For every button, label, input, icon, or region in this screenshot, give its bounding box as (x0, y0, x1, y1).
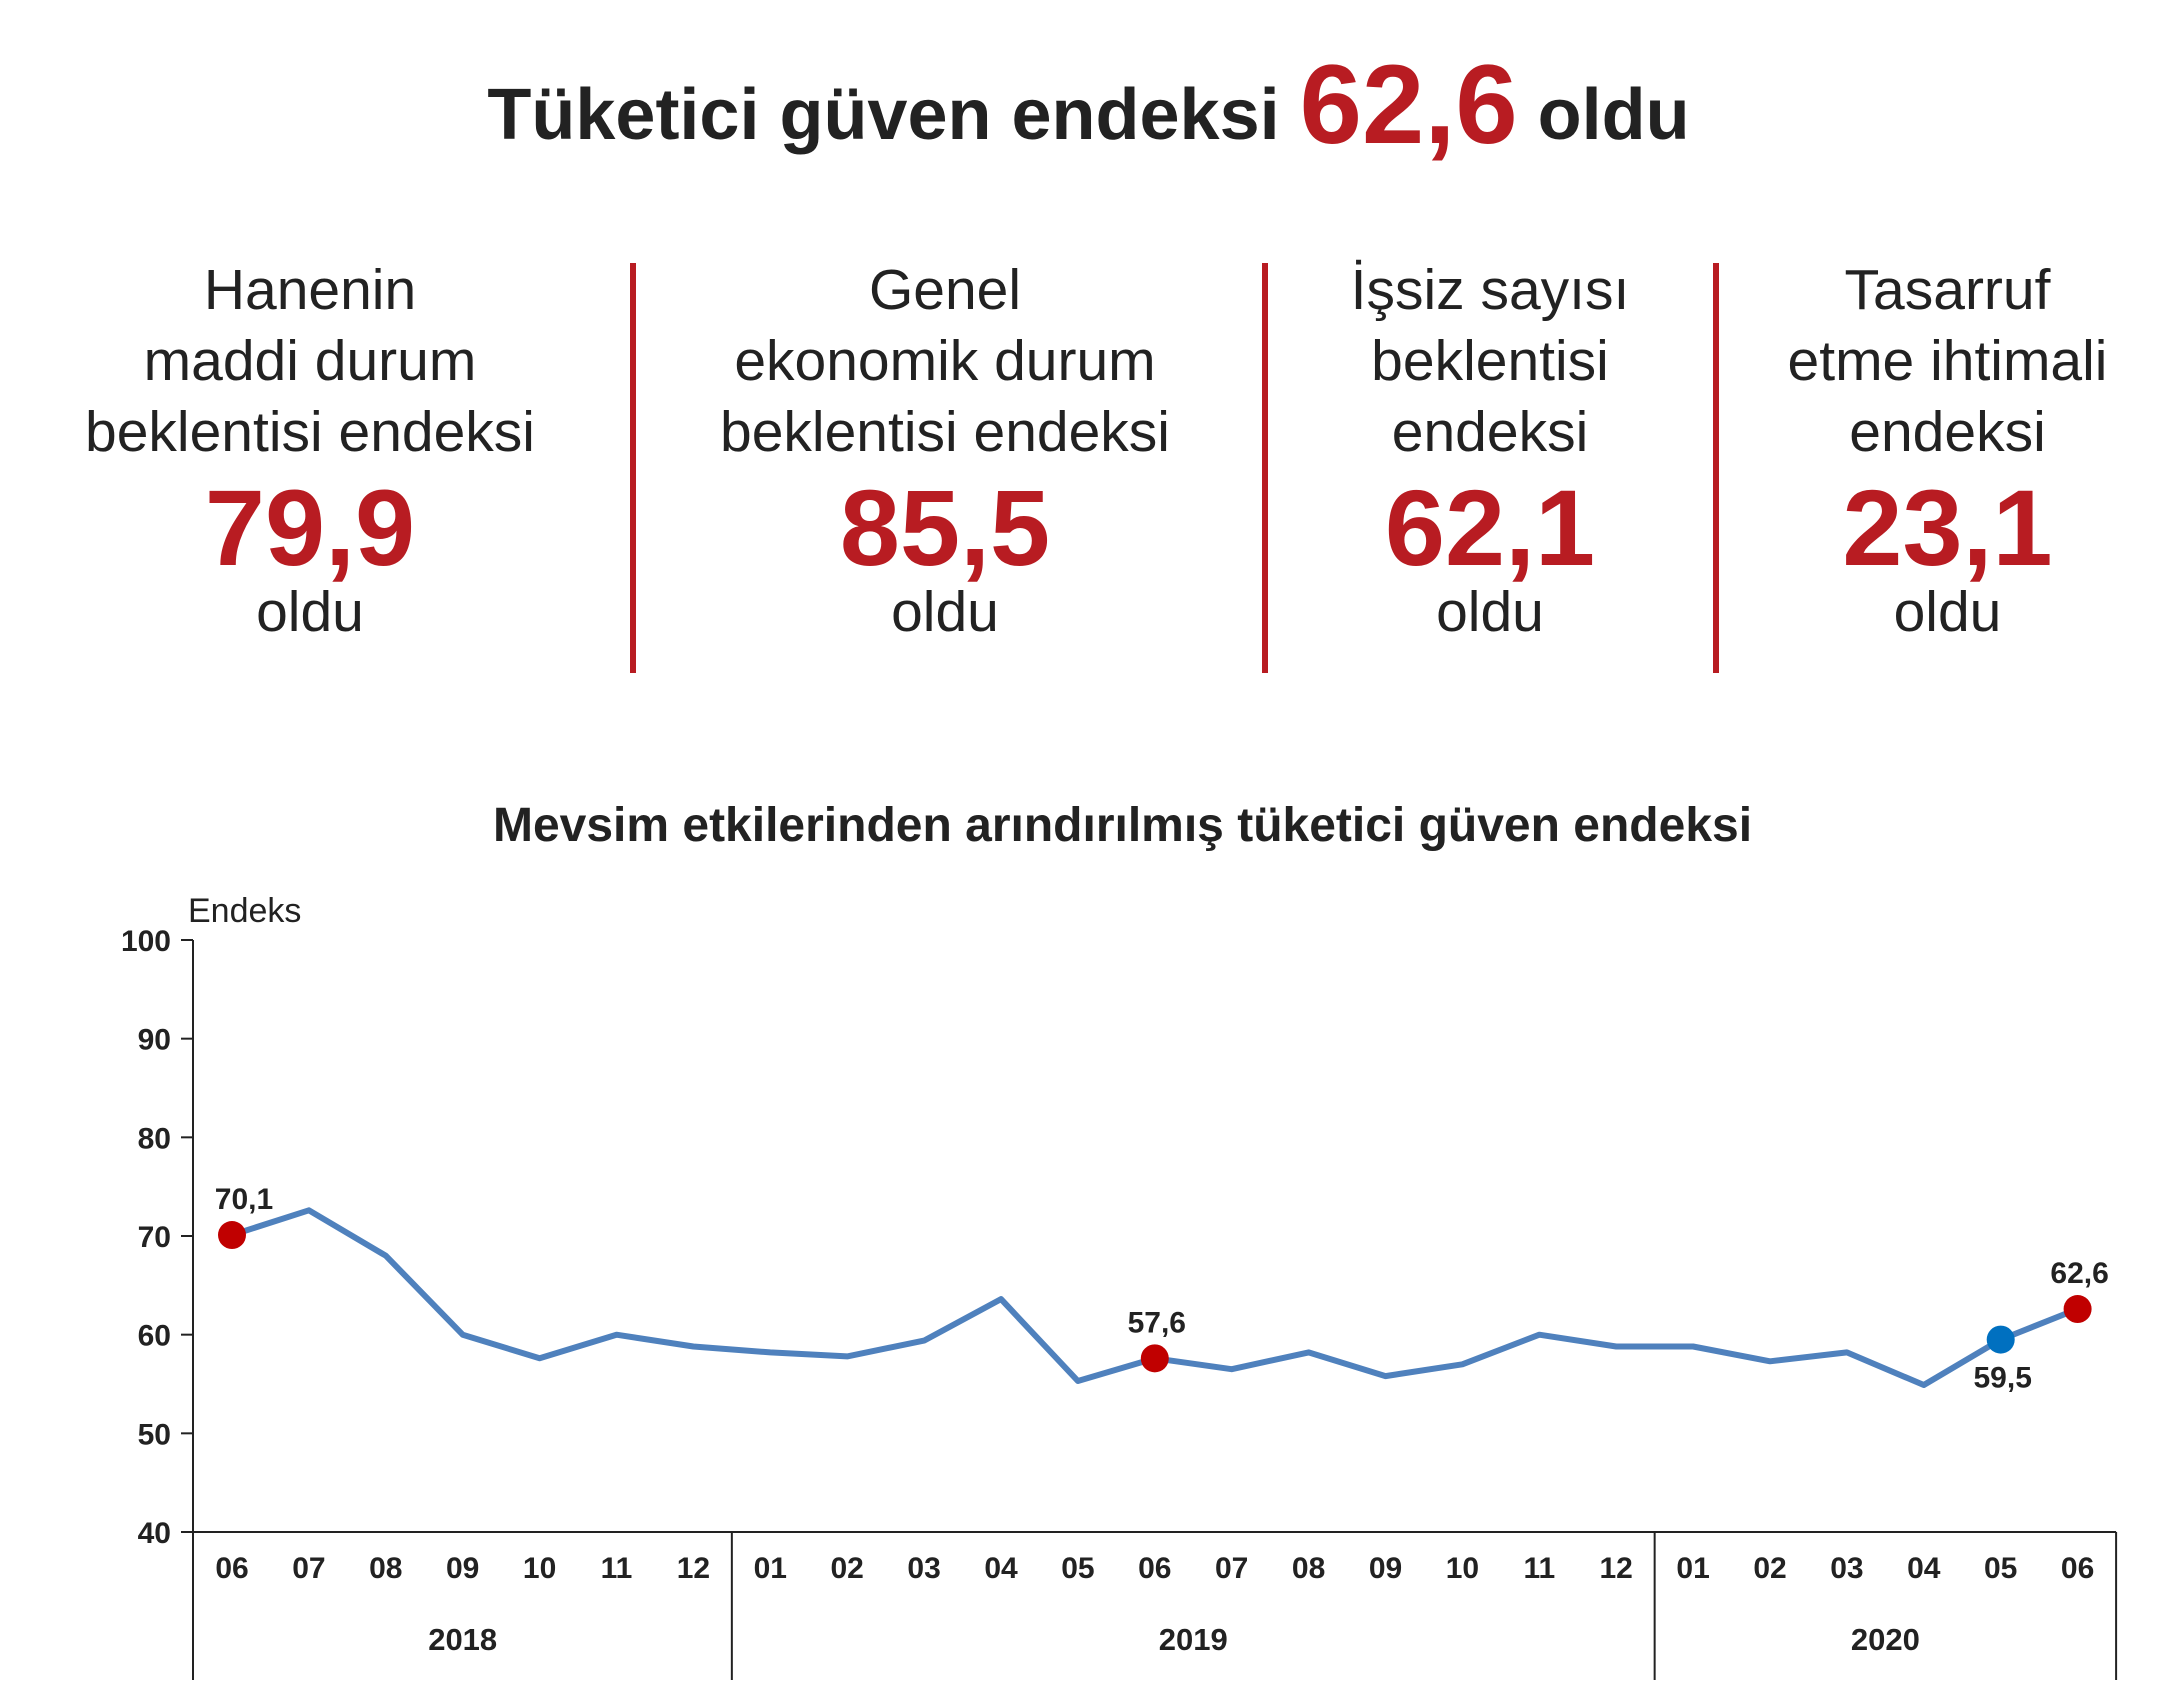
x-tick-label: 04 (1907, 1552, 1941, 1585)
card-label-line: beklentisi endeksi (85, 400, 535, 464)
x-tick-label: 08 (369, 1552, 402, 1585)
card-divider (1262, 263, 1268, 673)
card-label-line: Hanenin (203, 258, 417, 322)
y-tick-label: 60 (138, 1320, 171, 1353)
card-value: 23,1 (1842, 467, 2053, 588)
x-tick-label: 07 (1215, 1552, 1248, 1585)
headline-suffix: oldu (1537, 75, 1690, 155)
card-label-line: beklentisi (1371, 329, 1609, 393)
data-label: 62,6 (2050, 1257, 2108, 1290)
card-label-line: etme ihtimali (1787, 329, 2108, 393)
card-saving: Tasarruf etme ihtimali endeksi 23,1 oldu (1735, 255, 2160, 644)
card-value: 85,5 (839, 467, 1051, 588)
x-tick-label: 06 (215, 1552, 248, 1585)
card-label-line: Tasarruf (1844, 258, 2051, 322)
card-label-line: endeksi (1391, 400, 1589, 464)
y-tick-label: 100 (121, 925, 171, 958)
card-label-line: Genel (868, 258, 1022, 322)
x-tick-label: 09 (1369, 1552, 1402, 1585)
year-label: 2019 (1159, 1622, 1228, 1657)
y-tick-label: 70 (138, 1221, 171, 1254)
data-label: 70,1 (215, 1183, 273, 1216)
x-tick-label: 12 (677, 1552, 710, 1585)
card-value: 62,1 (1384, 467, 1596, 588)
sub-index-cards: Hanenin maddi durum beklentisi endeksi 7… (0, 255, 2177, 675)
data-point-marker (218, 1221, 246, 1250)
headline-prefix: Tüketici güven endeksi (487, 75, 1280, 155)
year-label: 2020 (1851, 1622, 1920, 1657)
x-tick-label: 04 (984, 1552, 1018, 1585)
y-axis-label: Endeks (188, 892, 301, 930)
card-suffix: oldu (1893, 580, 2002, 644)
x-tick-label: 01 (754, 1552, 787, 1585)
x-tick-label: 03 (1830, 1552, 1863, 1585)
data-label: 59,5 (1974, 1362, 2032, 1395)
x-tick-label: 05 (1061, 1552, 1094, 1585)
headline-value: 62,6 (1299, 42, 1518, 167)
y-tick-label: 40 (138, 1517, 171, 1550)
x-tick-label: 02 (1753, 1552, 1786, 1585)
chart-title: Mevsim etkilerinden arındırılmış tüketic… (492, 799, 1753, 852)
x-tick-label: 10 (1446, 1552, 1479, 1585)
card-label-line: ekonomik durum (734, 329, 1156, 393)
x-tick-label: 12 (1600, 1552, 1633, 1585)
data-point-marker (1986, 1325, 2015, 1354)
x-tick-label: 06 (2061, 1552, 2094, 1585)
x-tick-label: 06 (1138, 1552, 1171, 1585)
x-tick-label: 08 (1292, 1552, 1325, 1585)
x-tick-label: 03 (907, 1552, 940, 1585)
card-label-line: endeksi (1849, 400, 2046, 464)
card-suffix: oldu (1436, 580, 1544, 644)
card-divider (1713, 263, 1719, 673)
card-label-line: maddi durum (143, 329, 477, 393)
card-label-line: beklentisi endeksi (720, 400, 1170, 464)
x-tick-label: 11 (1523, 1552, 1555, 1585)
card-suffix: oldu (256, 580, 364, 644)
y-tick-label: 80 (138, 1122, 171, 1155)
x-tick-label: 09 (446, 1552, 479, 1585)
headline: Tüketici güven endeksi 62,6 oldu (0, 40, 2177, 169)
x-tick-label: 07 (292, 1552, 325, 1585)
y-tick-label: 90 (138, 1024, 171, 1057)
data-label: 57,6 (1128, 1306, 1186, 1339)
card-general-economic: Genel ekonomik durum beklentisi endeksi … (675, 255, 1215, 644)
x-tick-label: 10 (523, 1552, 556, 1585)
card-label-line: İşsiz sayısı (1350, 258, 1630, 322)
x-tick-label: 05 (1984, 1552, 2017, 1585)
card-divider (630, 263, 636, 673)
y-tick-label: 50 (138, 1418, 171, 1451)
data-point-marker (2063, 1295, 2092, 1324)
card-value: 79,9 (204, 467, 416, 588)
card-suffix: oldu (891, 580, 999, 644)
x-tick-label: 02 (831, 1552, 864, 1585)
year-label: 2018 (428, 1622, 497, 1657)
data-point-marker (1140, 1344, 1169, 1373)
card-unemployed: İşsiz sayısı beklentisi endeksi 62,1 old… (1290, 255, 1690, 644)
x-tick-label: 01 (1676, 1552, 1709, 1585)
card-household-financial: Hanenin maddi durum beklentisi endeksi 7… (40, 255, 580, 644)
x-tick-label: 11 (601, 1552, 633, 1585)
